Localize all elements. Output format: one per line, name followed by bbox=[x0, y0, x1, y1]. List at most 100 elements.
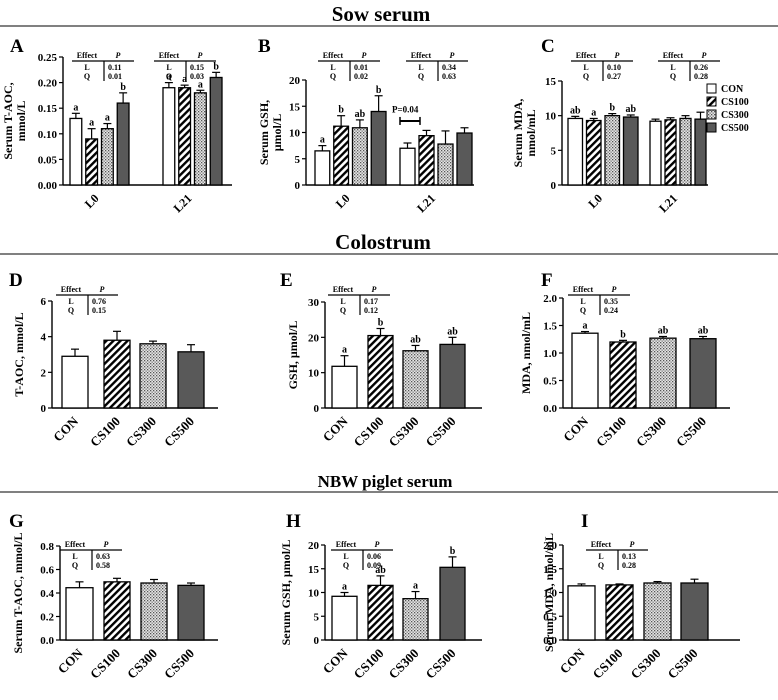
x-tick-label: CS500 bbox=[422, 646, 458, 682]
y-axis-label-line: Serum GSH, μmol/L bbox=[279, 540, 293, 646]
y-tick-label: 15 bbox=[545, 76, 557, 88]
significance-letter: ab bbox=[355, 109, 366, 120]
significance-letter: ab bbox=[570, 105, 581, 116]
bar bbox=[567, 585, 596, 641]
panel-letter: F bbox=[541, 270, 553, 291]
x-tick-label: CS100 bbox=[350, 646, 386, 682]
significance-letter: ab bbox=[375, 565, 386, 576]
bar bbox=[418, 134, 435, 186]
p-header: P bbox=[104, 540, 109, 549]
y-tick-label: 0.0 bbox=[543, 403, 557, 415]
y-tick-label: 1.5 bbox=[543, 321, 557, 333]
significance-letter: a bbox=[342, 582, 347, 593]
p-header: P bbox=[450, 51, 455, 60]
effect-header: Effect bbox=[61, 285, 82, 294]
y-tick-label: 0.5 bbox=[543, 611, 557, 623]
y-tick-label: 0.10 bbox=[38, 129, 58, 141]
effect-row-label: Q bbox=[580, 306, 586, 315]
bar bbox=[664, 119, 677, 186]
bar bbox=[585, 119, 602, 186]
chart-panel-a: A 0.00 0.05 0.10 0.15 0.20 0.25 Serum T-AOC,mmo… bbox=[1, 36, 232, 215]
effect-row-p: 0.01 bbox=[354, 63, 368, 72]
bar bbox=[605, 584, 634, 641]
x-tick-label: CS300 bbox=[633, 414, 669, 450]
effect-row-p: 0.12 bbox=[364, 306, 378, 315]
bar bbox=[140, 582, 168, 641]
bar bbox=[571, 332, 599, 409]
y-axis-label: MDA, nmol/mL bbox=[519, 312, 533, 394]
bar bbox=[367, 584, 394, 641]
y-tick-label: 0 bbox=[314, 403, 320, 415]
bar bbox=[103, 581, 131, 641]
x-tick-label: L0 bbox=[333, 191, 353, 211]
effect-row-p: 0.58 bbox=[96, 561, 110, 570]
bar bbox=[680, 582, 709, 641]
significance-letter: b bbox=[338, 105, 344, 116]
y-tick-label: 10 bbox=[545, 111, 557, 123]
effect-row-p: 0.34 bbox=[442, 63, 456, 72]
bar bbox=[139, 343, 167, 409]
significance-letter: a bbox=[182, 74, 187, 85]
y-tick-label: 5 bbox=[551, 145, 557, 157]
legend-swatch bbox=[706, 122, 717, 133]
x-tick-label: CON bbox=[50, 413, 81, 444]
bar bbox=[649, 120, 662, 186]
y-tick-label: 1.0 bbox=[543, 588, 557, 600]
bar bbox=[333, 125, 350, 186]
significance-letter: a bbox=[198, 79, 203, 90]
significance-letter: a bbox=[73, 102, 78, 113]
effect-row-p: 0.10 bbox=[607, 63, 621, 72]
x-tick-label: CS500 bbox=[664, 646, 700, 682]
y-tick-label: 0.0 bbox=[40, 635, 54, 647]
effect-header: Effect bbox=[65, 540, 86, 549]
effect-table: Effect P L 0.17 Q 0.12 bbox=[328, 285, 390, 315]
effect-table: Effect P L 0.15 Q 0.03 bbox=[154, 51, 216, 81]
effect-table: Effect P L 0.26 Q 0.28 bbox=[658, 51, 720, 81]
effect-row-p: 0.17 bbox=[364, 297, 378, 306]
effect-table: Effect P L 0.63 Q 0.58 bbox=[60, 540, 122, 570]
effect-row-p: 0.13 bbox=[622, 552, 636, 561]
effect-row-p: 0.09 bbox=[367, 561, 381, 570]
legend-label: CS100 bbox=[721, 97, 749, 108]
p-header: P bbox=[362, 51, 367, 60]
x-tick-label: CS100 bbox=[589, 646, 625, 682]
y-axis-label-line: Serum MDA, bbox=[511, 99, 525, 168]
effect-row-p: 0.27 bbox=[607, 72, 621, 81]
significance-letter: a bbox=[583, 321, 588, 332]
x-tick-label: CS300 bbox=[385, 414, 421, 450]
y-axis-label-line: mmol/L bbox=[14, 101, 28, 142]
p-header: P bbox=[116, 51, 121, 60]
x-tick-label: CS100 bbox=[87, 414, 123, 450]
y-axis-label-line: MDA, nmol/mL bbox=[519, 312, 533, 394]
significance-letter: a bbox=[342, 345, 347, 356]
y-tick-label: 2.0 bbox=[543, 540, 557, 552]
y-tick-label: 20 bbox=[289, 75, 301, 87]
panel-letter: D bbox=[9, 270, 23, 291]
effect-header: Effect bbox=[411, 51, 432, 60]
bar bbox=[649, 337, 677, 409]
p-header: P bbox=[375, 540, 380, 549]
x-tick-label: CS100 bbox=[593, 414, 629, 450]
y-tick-label: 0.0 bbox=[543, 635, 557, 647]
y-axis-label-line: T-AOC, mmol/L bbox=[12, 312, 26, 396]
effect-row-label: Q bbox=[166, 72, 172, 81]
y-axis-label: Serum T-AOC, mmol/L bbox=[11, 532, 25, 653]
x-tick-label: CS300 bbox=[123, 414, 159, 450]
effect-header: Effect bbox=[576, 51, 597, 60]
effect-row-p: 0.26 bbox=[694, 63, 708, 72]
effect-table: Effect P L 0.01 Q 0.02 bbox=[318, 51, 380, 81]
effect-row-p: 0.63 bbox=[442, 72, 456, 81]
bar bbox=[694, 118, 707, 186]
bar bbox=[604, 115, 621, 186]
significance-letter: b bbox=[378, 318, 384, 329]
bar bbox=[177, 351, 205, 409]
effect-row-label: L bbox=[68, 297, 73, 306]
y-tick-label: 15 bbox=[289, 101, 301, 113]
panel-letter: H bbox=[286, 511, 301, 532]
x-tick-label: L0 bbox=[82, 191, 102, 211]
bar bbox=[609, 341, 637, 409]
y-axis-label-line: Serum T-AOC, mmol/L bbox=[11, 532, 25, 653]
y-tick-label: 0.8 bbox=[40, 541, 54, 553]
